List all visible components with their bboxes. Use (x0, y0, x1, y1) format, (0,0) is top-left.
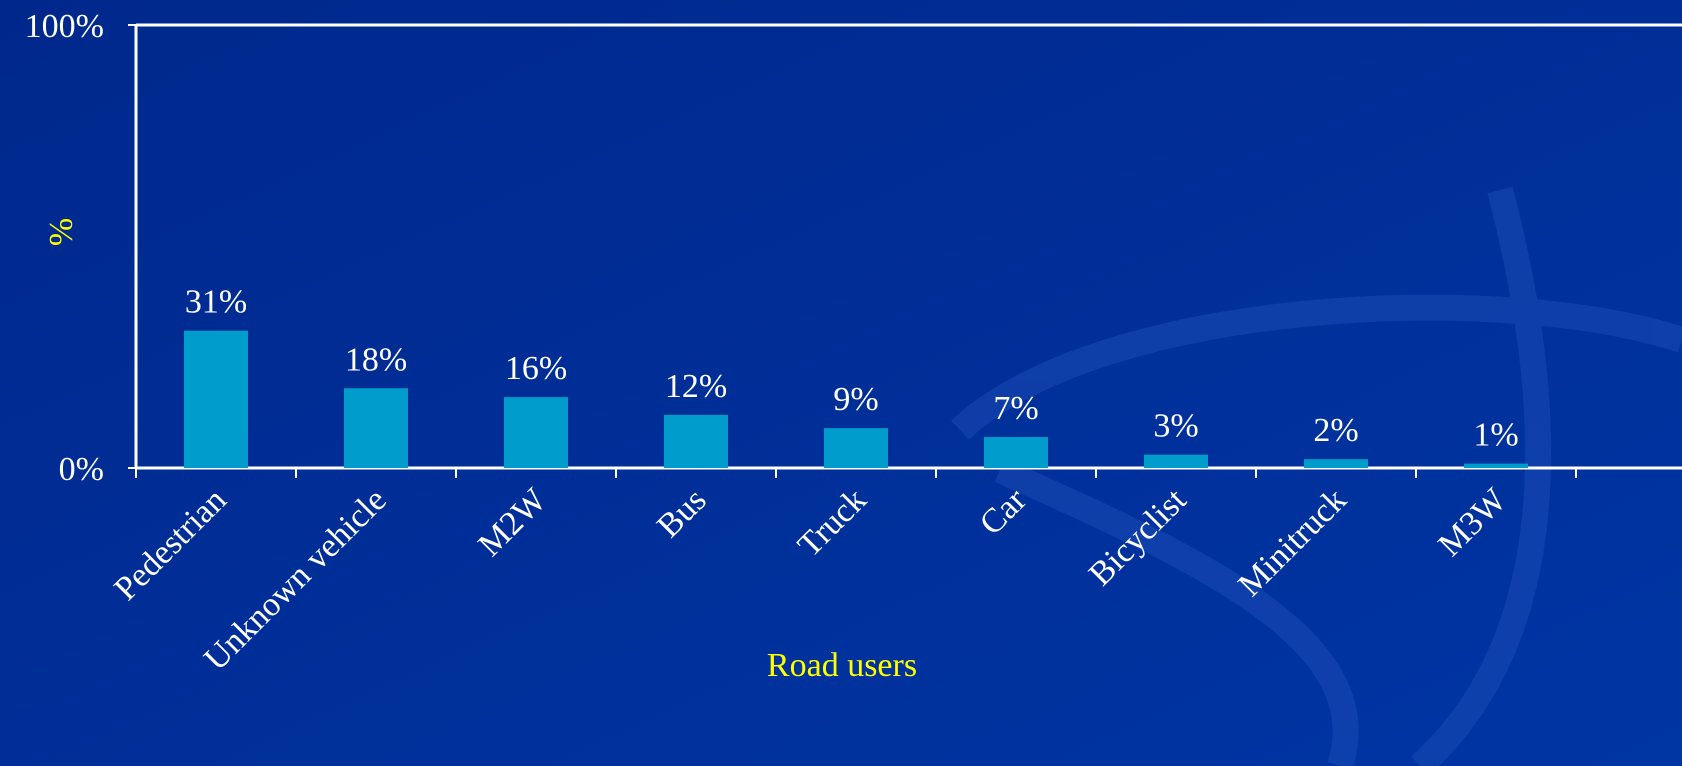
bar (1144, 454, 1208, 468)
bar (824, 428, 888, 468)
bar (984, 436, 1048, 468)
value-label: 31% (185, 284, 247, 321)
y-tick-label: 100% (25, 8, 104, 45)
value-label: 2% (1313, 412, 1358, 449)
y-tick-label: 0% (59, 451, 104, 488)
bar (664, 414, 728, 468)
bar (344, 388, 408, 468)
value-label: 1% (1473, 417, 1518, 454)
value-label: 3% (1153, 408, 1198, 445)
value-label: 9% (833, 381, 878, 418)
x-axis-label: Road users (767, 647, 917, 684)
bar (1304, 459, 1368, 468)
bar (504, 397, 568, 468)
bar (184, 330, 248, 468)
decoration (951, 186, 1682, 766)
value-label: 18% (345, 341, 407, 378)
value-label: 7% (993, 390, 1038, 427)
y-axis-label: % (43, 218, 80, 246)
bar (1464, 463, 1528, 468)
value-label: 12% (665, 368, 727, 405)
value-label: 16% (505, 350, 567, 387)
